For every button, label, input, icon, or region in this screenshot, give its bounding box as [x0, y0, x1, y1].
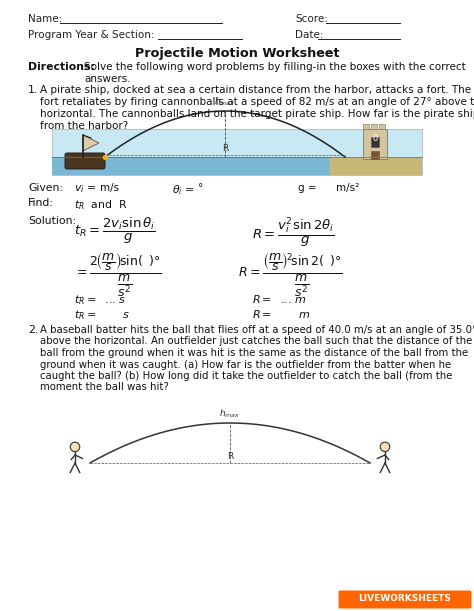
- Text: fort retaliates by firing cannonballs at a speed of 82 m/s at an angle of 27° ab: fort retaliates by firing cannonballs at…: [40, 97, 474, 107]
- Text: $h_{max}$: $h_{max}$: [219, 408, 241, 420]
- Text: ground when it was caught. (a) How far is the outfielder from the batter when he: ground when it was caught. (a) How far i…: [40, 359, 451, 370]
- Text: A baseball batter hits the ball that flies off at a speed of 40.0 m/s at an angl: A baseball batter hits the ball that fli…: [40, 325, 474, 335]
- Text: $R = \dfrac{\left(\dfrac{m}{s}\right)^{\!2}\!\sin 2(\enspace)°}{\dfrac{m}{s^2}}$: $R = \dfrac{\left(\dfrac{m}{s}\right)^{\…: [238, 251, 343, 299]
- Text: Date:: Date:: [295, 30, 323, 40]
- Text: m/s: m/s: [100, 183, 119, 193]
- Text: above the horizontal. An outfielder just catches the ball such that the distance: above the horizontal. An outfielder just…: [40, 337, 472, 346]
- Text: LIVEWORKSHEETS: LIVEWORKSHEETS: [358, 594, 451, 603]
- Text: $t_R =$       $s$: $t_R =$ $s$: [74, 308, 130, 322]
- Bar: [379, 124, 385, 129]
- Text: Solution:: Solution:: [28, 216, 76, 226]
- Text: $\theta_i$ =: $\theta_i$ =: [172, 183, 194, 197]
- Text: $t_R =$  ... $s$: $t_R =$ ... $s$: [74, 293, 127, 307]
- Bar: [363, 124, 369, 129]
- Bar: [330, 157, 422, 175]
- Text: 1.: 1.: [28, 85, 38, 95]
- Text: Directions:: Directions:: [28, 62, 95, 72]
- Text: Find:: Find:: [28, 198, 54, 208]
- Bar: [371, 124, 377, 129]
- Text: $R =$       $m$: $R =$ $m$: [252, 308, 310, 320]
- Text: Name:: Name:: [28, 14, 62, 24]
- Text: from the harbor?: from the harbor?: [40, 121, 128, 131]
- Bar: [363, 129, 387, 159]
- Bar: [52, 157, 330, 175]
- Text: $R =$  ... $m$: $R =$ ... $m$: [252, 293, 307, 305]
- Text: g =: g =: [298, 183, 317, 193]
- Text: answers.: answers.: [84, 74, 131, 84]
- Circle shape: [380, 442, 390, 452]
- Bar: [52, 129, 422, 175]
- Text: R: R: [227, 452, 233, 461]
- Text: Program Year & Section:: Program Year & Section:: [28, 30, 155, 40]
- Bar: [371, 151, 379, 159]
- Text: $t_R$  and  R: $t_R$ and R: [74, 198, 128, 212]
- Text: Score:: Score:: [295, 14, 328, 24]
- Text: moment the ball was hit?: moment the ball was hit?: [40, 382, 169, 392]
- Text: Solve the following word problems by filling-in the boxes with the correct: Solve the following word problems by fil…: [84, 62, 466, 72]
- Circle shape: [70, 442, 80, 452]
- Text: ball from the ground when it was hit is the same as the distance of the ball fro: ball from the ground when it was hit is …: [40, 348, 468, 358]
- Bar: [371, 137, 379, 147]
- Text: $= \dfrac{2\!\left(\dfrac{m}{s}\right)\!\sin(\enspace)°}{\dfrac{m}{s^2}}$: $= \dfrac{2\!\left(\dfrac{m}{s}\right)\!…: [74, 251, 161, 299]
- Text: $h_{max}$: $h_{max}$: [214, 95, 236, 108]
- Text: $v_i$ =: $v_i$ =: [74, 183, 96, 195]
- Text: horizontal. The cannonballs land on the target pirate ship. How far is the pirat: horizontal. The cannonballs land on the …: [40, 109, 474, 119]
- Text: R: R: [222, 144, 228, 153]
- Polygon shape: [83, 135, 99, 151]
- Text: caught the ball? (b) How long did it take the outfielder to catch the ball (from: caught the ball? (b) How long did it tak…: [40, 371, 452, 381]
- FancyBboxPatch shape: [338, 590, 472, 609]
- Text: $R = \dfrac{v_i^2 \sin 2\theta_i}{g}$: $R = \dfrac{v_i^2 \sin 2\theta_i}{g}$: [252, 216, 335, 251]
- Text: Given:: Given:: [28, 183, 63, 193]
- FancyBboxPatch shape: [65, 153, 105, 169]
- Text: °: °: [198, 183, 203, 193]
- Text: 0: 0: [373, 134, 378, 143]
- Text: 2.: 2.: [28, 325, 38, 335]
- Text: m/s²: m/s²: [336, 183, 359, 193]
- Text: Projectile Motion Worksheet: Projectile Motion Worksheet: [135, 47, 339, 60]
- Text: A pirate ship, docked at sea a certain distance from the harbor, attacks a fort.: A pirate ship, docked at sea a certain d…: [40, 85, 471, 95]
- Text: $t_R = \dfrac{2v_i \sin\theta_i}{g}$: $t_R = \dfrac{2v_i \sin\theta_i}{g}$: [74, 216, 155, 246]
